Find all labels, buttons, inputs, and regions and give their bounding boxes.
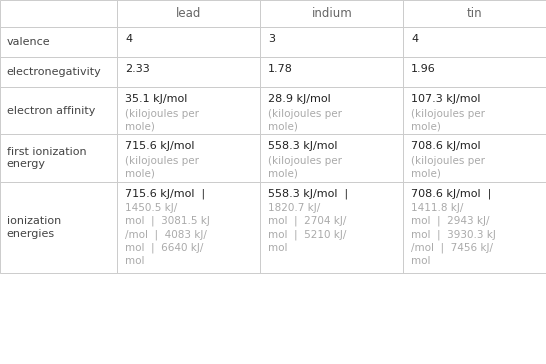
Text: 107.3 kJ/mol: 107.3 kJ/mol bbox=[411, 94, 480, 103]
Text: 4: 4 bbox=[125, 34, 132, 44]
Text: 715.6 kJ/mol: 715.6 kJ/mol bbox=[125, 141, 194, 151]
Text: 1411.8 kJ/
mol  |  2943 kJ/
mol  |  3930.3 kJ
/mol  |  7456 kJ/
mol: 1411.8 kJ/ mol | 2943 kJ/ mol | 3930.3 k… bbox=[411, 203, 496, 266]
Text: 4: 4 bbox=[411, 34, 418, 44]
Text: (kilojoules per
mole): (kilojoules per mole) bbox=[125, 108, 199, 131]
Text: electronegativity: electronegativity bbox=[7, 67, 102, 77]
Bar bbox=[117, 87, 260, 134]
Bar bbox=[260, 134, 403, 182]
Text: 28.9 kJ/mol: 28.9 kJ/mol bbox=[268, 94, 331, 103]
Bar bbox=[260, 182, 403, 273]
Bar bbox=[403, 27, 546, 57]
Text: 1450.5 kJ/
mol  |  3081.5 kJ
/mol  |  4083 kJ/
mol  |  6640 kJ/
mol: 1450.5 kJ/ mol | 3081.5 kJ /mol | 4083 k… bbox=[125, 203, 210, 266]
Text: 558.3 kJ/mol  |: 558.3 kJ/mol | bbox=[268, 188, 348, 199]
Text: valence: valence bbox=[7, 37, 50, 47]
Text: 1820.7 kJ/
mol  |  2704 kJ/
mol  |  5210 kJ/
mol: 1820.7 kJ/ mol | 2704 kJ/ mol | 5210 kJ/… bbox=[268, 203, 347, 253]
Bar bbox=[260, 87, 403, 134]
Text: first ionization
energy: first ionization energy bbox=[7, 147, 86, 169]
Bar bbox=[117, 27, 260, 57]
Bar bbox=[260, 57, 403, 87]
Text: electron affinity: electron affinity bbox=[7, 106, 95, 116]
Text: 558.3 kJ/mol: 558.3 kJ/mol bbox=[268, 141, 337, 151]
Bar bbox=[403, 87, 546, 134]
Text: lead: lead bbox=[176, 7, 201, 20]
Bar bbox=[403, 182, 546, 273]
Text: (kilojoules per
mole): (kilojoules per mole) bbox=[411, 108, 485, 131]
Bar bbox=[0, 27, 117, 57]
Text: (kilojoules per
mole): (kilojoules per mole) bbox=[268, 108, 342, 131]
Bar bbox=[403, 0, 546, 27]
Bar bbox=[0, 0, 117, 27]
Bar bbox=[0, 134, 117, 182]
Bar bbox=[117, 57, 260, 87]
Text: 708.6 kJ/mol: 708.6 kJ/mol bbox=[411, 141, 481, 151]
Text: 2.33: 2.33 bbox=[125, 64, 150, 74]
Text: 3: 3 bbox=[268, 34, 275, 44]
Bar bbox=[260, 27, 403, 57]
Text: 715.6 kJ/mol  |: 715.6 kJ/mol | bbox=[125, 188, 205, 199]
Text: indium: indium bbox=[312, 7, 352, 20]
Text: 35.1 kJ/mol: 35.1 kJ/mol bbox=[125, 94, 187, 103]
Text: 1.96: 1.96 bbox=[411, 64, 436, 74]
Text: ionization
energies: ionization energies bbox=[7, 216, 61, 238]
Bar bbox=[0, 57, 117, 87]
Text: tin: tin bbox=[467, 7, 483, 20]
Bar bbox=[403, 134, 546, 182]
Text: 1.78: 1.78 bbox=[268, 64, 293, 74]
Bar bbox=[117, 182, 260, 273]
Text: (kilojoules per
mole): (kilojoules per mole) bbox=[411, 156, 485, 179]
Bar bbox=[260, 0, 403, 27]
Bar bbox=[403, 57, 546, 87]
Bar bbox=[0, 87, 117, 134]
Text: (kilojoules per
mole): (kilojoules per mole) bbox=[268, 156, 342, 179]
Bar bbox=[117, 134, 260, 182]
Text: 708.6 kJ/mol  |: 708.6 kJ/mol | bbox=[411, 188, 491, 199]
Text: (kilojoules per
mole): (kilojoules per mole) bbox=[125, 156, 199, 179]
Bar bbox=[0, 182, 117, 273]
Bar bbox=[117, 0, 260, 27]
